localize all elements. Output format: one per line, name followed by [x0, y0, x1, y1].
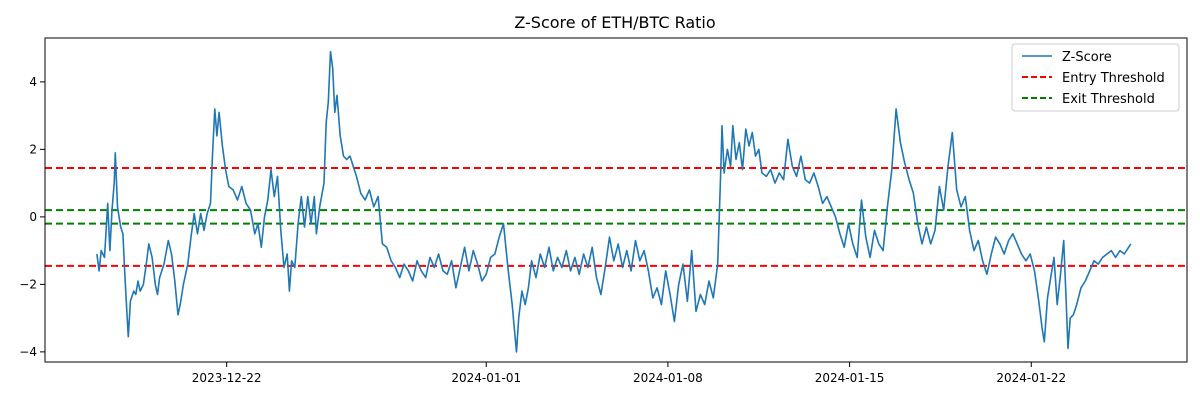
z-score-series-line [96, 50, 1132, 353]
y-tick-label: 0 [29, 210, 37, 224]
axes: 2023-12-22 2024-01-01 2024-01-08 2024-01-15… [19, 37, 1188, 385]
chart-title: Z-Score of ETH/BTC Ratio [514, 13, 715, 32]
y-tick-label: 4 [29, 75, 37, 89]
plot-area [45, 50, 1187, 353]
plot-frame [44, 37, 1188, 363]
legend-box [1011, 43, 1180, 112]
y-tick-label: −2 [19, 277, 37, 291]
x-tick-label: 2023-12-22 [192, 371, 262, 385]
x-tick-label: 2024-01-08 [633, 371, 703, 385]
x-tick-label: 2024-01-15 [815, 371, 885, 385]
x-tick-label: 2024-01-01 [451, 371, 521, 385]
y-tick-label: −4 [19, 345, 37, 359]
legend: Z-Score Entry Threshold Exit Threshold [1011, 43, 1180, 112]
y-tick-label: 2 [29, 142, 37, 156]
legend-label: Z-Score [1062, 50, 1112, 65]
x-tick-label: 2024-01-22 [996, 371, 1066, 385]
legend-label: Exit Threshold [1062, 92, 1155, 107]
legend-label: Entry Threshold [1062, 71, 1165, 86]
